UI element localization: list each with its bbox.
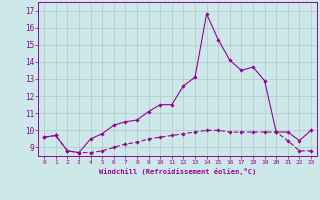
- X-axis label: Windchill (Refroidissement éolien,°C): Windchill (Refroidissement éolien,°C): [99, 168, 256, 175]
